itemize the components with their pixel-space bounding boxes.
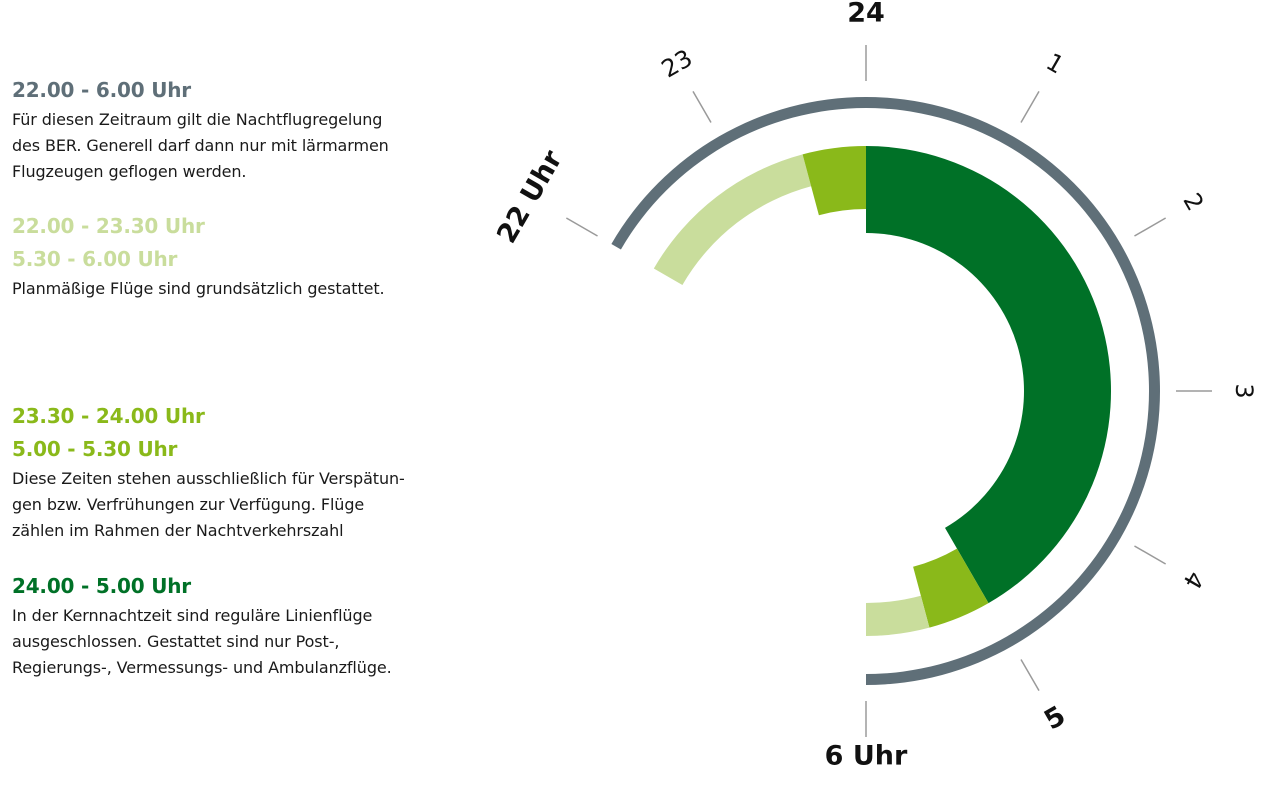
legend-description-line: des BER. Generell darf dann nur mit lärm…	[12, 136, 389, 155]
legend-time-range: 5.30 - 6.00 Uhr	[12, 247, 178, 271]
segment-core	[866, 146, 1111, 604]
hour-label: 1	[1041, 48, 1068, 80]
legend-time-range: 23.30 - 24.00 Uhr	[12, 404, 205, 428]
segment-mid	[802, 146, 866, 216]
segment-light	[866, 595, 930, 636]
legend-description-line: Diese Zeiten stehen ausschließlich für V…	[12, 469, 405, 488]
legend-delays-only: 23.30 - 24.00 Uhr 5.00 - 5.30 Uhr Diese Ze…	[12, 400, 472, 544]
legend-description-line: Planmäßige Flüge sind grundsätzlich gest…	[12, 279, 385, 298]
legend-time-range: 22.00 - 6.00 Uhr	[12, 78, 191, 102]
legend-description-line: Regierungs-, Vermessungs- und Ambulanzfl…	[12, 658, 392, 677]
legend-description-line: ausgeschlossen. Gestattet sind nur Post-…	[12, 632, 340, 651]
hour-label: 2	[1177, 188, 1209, 215]
hour-label: 23	[657, 44, 697, 84]
hour-label: 5	[1039, 700, 1071, 736]
legend-description-line: Flugzeugen geflogen werden.	[12, 162, 247, 181]
legend-night-regulation: 22.00 - 6.00 Uhr Für diesen Zeitraum gilt…	[12, 74, 472, 185]
hour-label: 3	[1230, 383, 1258, 398]
legend-description-line: zählen im Rahmen der Nachtverkehrszahl	[12, 521, 344, 540]
legend-scheduled-flights: 22.00 - 23.30 Uhr 5.30 - 6.00 Uhr Planmäßi…	[12, 210, 472, 302]
legend-description-line: In der Kernnachtzeit sind reguläre Linie…	[12, 606, 373, 625]
hour-tick	[1134, 217, 1167, 237]
legend-time-range: 5.00 - 5.30 Uhr	[12, 437, 178, 461]
legend-time-range: 22.00 - 23.30 Uhr	[12, 214, 205, 238]
legend-description-line: gen bzw. Verfrühungen zur Verfügung. Flü…	[12, 495, 365, 514]
hour-tick	[1020, 90, 1040, 123]
hour-label: 4	[1177, 566, 1209, 593]
segment-light	[653, 154, 812, 285]
hour-tick	[565, 217, 598, 237]
hour-tick	[1134, 545, 1167, 565]
hour-tick	[692, 90, 712, 123]
segment-mid	[913, 548, 989, 628]
hour-label: 24	[847, 0, 885, 29]
legend-time-range: 24.00 - 5.00 Uhr	[12, 574, 191, 598]
legend-core-night: 24.00 - 5.00 Uhr In der Kernnachtzeit sin…	[12, 570, 472, 681]
hour-label: 6 Uhr	[825, 741, 908, 772]
hour-label: 22 Uhr	[491, 145, 569, 249]
hour-tick	[1020, 659, 1040, 692]
legend-description-line: Für diesen Zeitraum gilt die Nachtflugre…	[12, 110, 383, 129]
